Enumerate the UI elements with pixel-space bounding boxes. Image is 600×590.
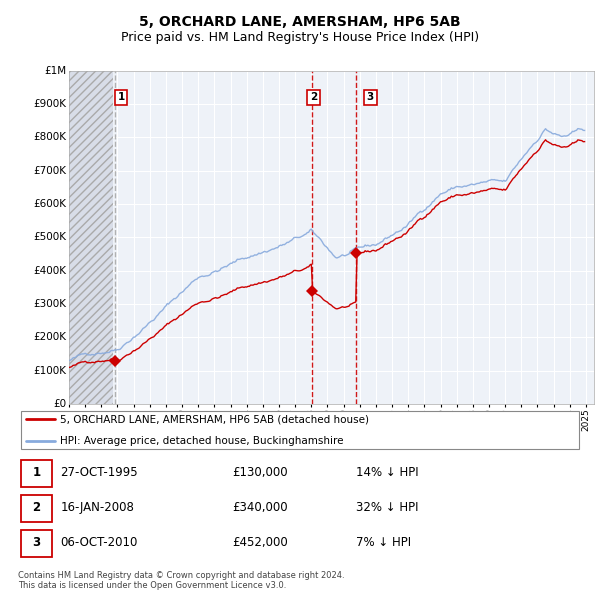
Text: £100K: £100K: [34, 366, 67, 376]
Text: Price paid vs. HM Land Registry's House Price Index (HPI): Price paid vs. HM Land Registry's House …: [121, 31, 479, 44]
Text: £130,000: £130,000: [232, 466, 288, 479]
Text: 06-OCT-2010: 06-OCT-2010: [60, 536, 137, 549]
Text: £400K: £400K: [34, 266, 67, 276]
Text: 1: 1: [118, 93, 125, 103]
Text: 2: 2: [32, 501, 40, 514]
Bar: [69, 71, 113, 404]
Text: £800K: £800K: [34, 133, 67, 142]
Text: £600K: £600K: [34, 199, 67, 209]
Text: 5, ORCHARD LANE, AMERSHAM, HP6 5AB (detached house): 5, ORCHARD LANE, AMERSHAM, HP6 5AB (deta…: [60, 415, 370, 424]
Text: £700K: £700K: [34, 166, 67, 176]
Text: 16-JAN-2008: 16-JAN-2008: [60, 501, 134, 514]
Text: 3: 3: [32, 536, 40, 549]
Text: £500K: £500K: [34, 232, 67, 242]
Text: 32% ↓ HPI: 32% ↓ HPI: [356, 501, 419, 514]
Text: 7% ↓ HPI: 7% ↓ HPI: [356, 536, 412, 549]
Text: £1M: £1M: [44, 66, 67, 76]
Text: £900K: £900K: [34, 99, 67, 109]
FancyBboxPatch shape: [21, 530, 52, 557]
FancyBboxPatch shape: [21, 495, 52, 522]
Text: Contains HM Land Registry data © Crown copyright and database right 2024.: Contains HM Land Registry data © Crown c…: [18, 571, 344, 579]
Text: 1: 1: [32, 466, 40, 479]
Text: £300K: £300K: [34, 299, 67, 309]
Text: This data is licensed under the Open Government Licence v3.0.: This data is licensed under the Open Gov…: [18, 581, 286, 589]
Text: £340,000: £340,000: [232, 501, 288, 514]
FancyBboxPatch shape: [21, 411, 579, 449]
Text: 27-OCT-1995: 27-OCT-1995: [60, 466, 138, 479]
Text: HPI: Average price, detached house, Buckinghamshire: HPI: Average price, detached house, Buck…: [60, 436, 344, 445]
FancyBboxPatch shape: [21, 460, 52, 487]
Text: £452,000: £452,000: [232, 536, 288, 549]
Text: 5, ORCHARD LANE, AMERSHAM, HP6 5AB: 5, ORCHARD LANE, AMERSHAM, HP6 5AB: [139, 15, 461, 29]
Text: £200K: £200K: [34, 333, 67, 342]
Text: 14% ↓ HPI: 14% ↓ HPI: [356, 466, 419, 479]
Text: 3: 3: [367, 93, 374, 103]
Text: 2: 2: [310, 93, 317, 103]
Text: £0: £0: [53, 399, 67, 409]
